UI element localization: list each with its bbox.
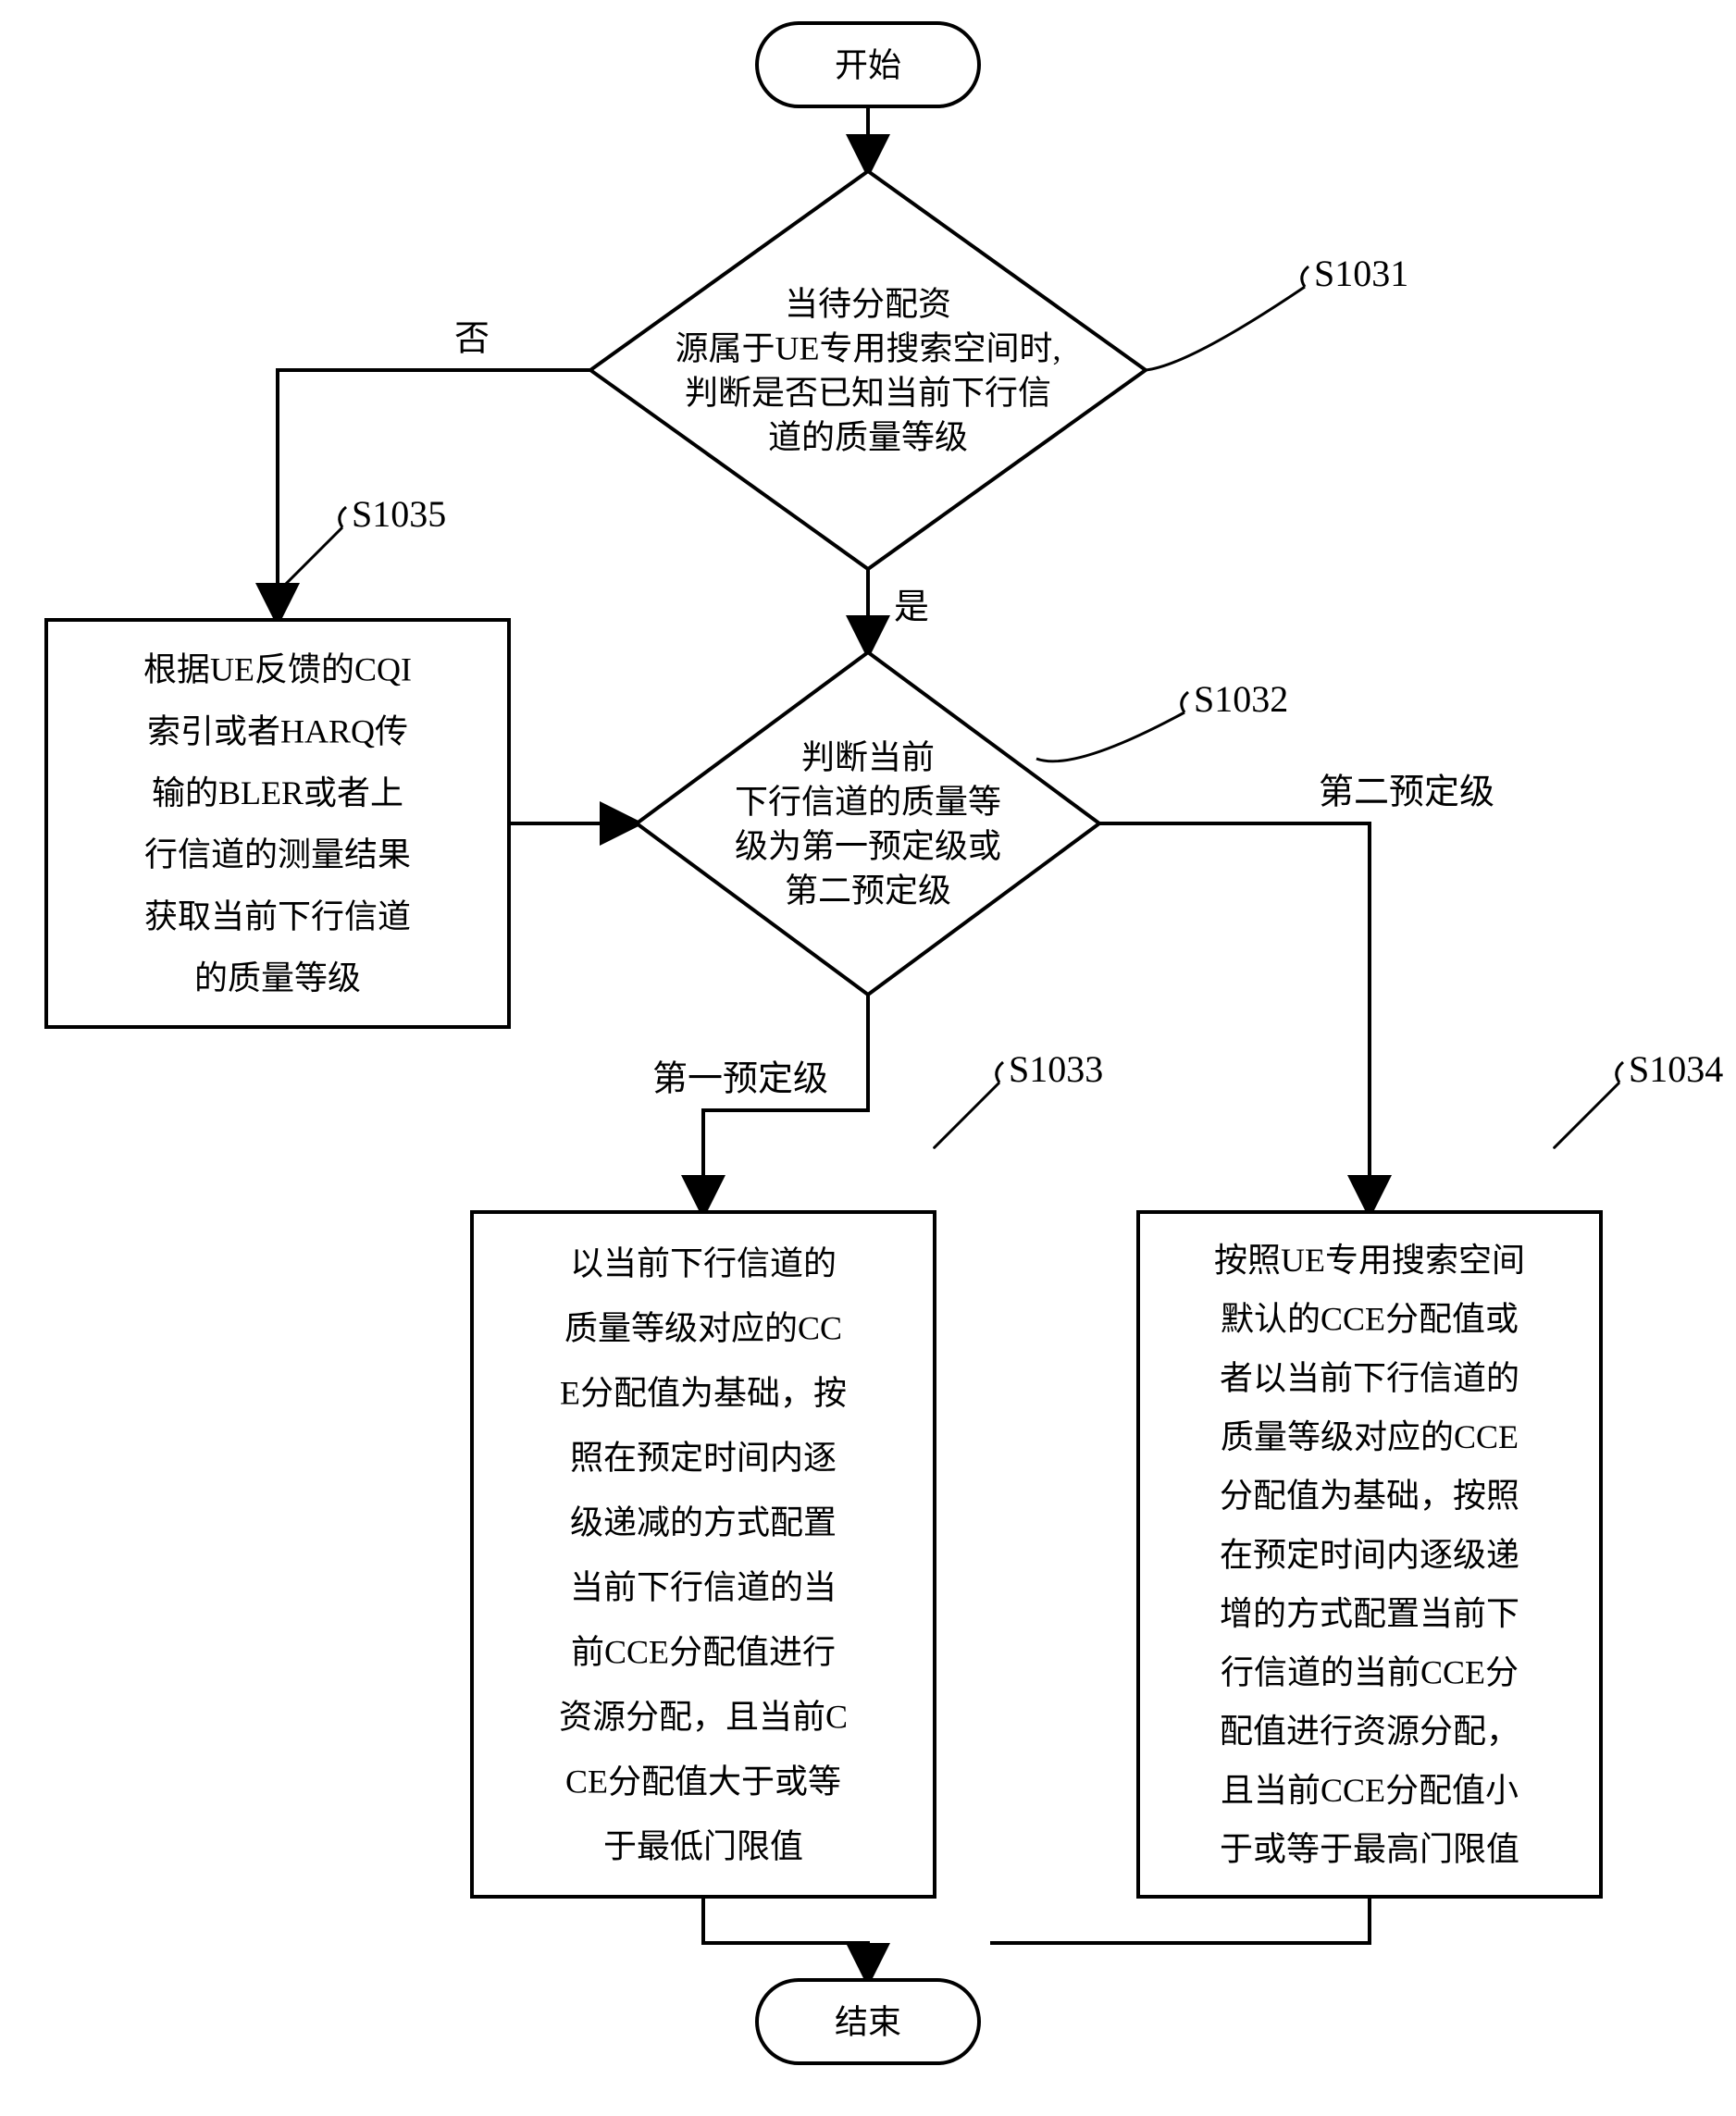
p1033-line-6: 前CCE分配值进行 xyxy=(571,1633,836,1670)
p1033-line-7: 资源分配，且当前C xyxy=(559,1698,848,1735)
step-label-S1034: S1034 xyxy=(1629,1048,1723,1090)
step-label-S1031: S1031 xyxy=(1314,253,1408,294)
edge-label-2: 否 xyxy=(454,320,490,359)
edge-label-4: 第一预定级 xyxy=(652,1060,828,1099)
end-text: 结束 xyxy=(835,2003,901,2040)
d1-line-2: 判断是否已知当前下行信 xyxy=(685,374,1051,411)
edge-label-1: 是 xyxy=(894,588,929,627)
p1034-line-5: 在预定时间内逐级递 xyxy=(1220,1536,1519,1573)
leader-hook-S1032 xyxy=(1182,692,1188,712)
d1-line-3: 道的质量等级 xyxy=(768,418,968,455)
leader-hook-S1031 xyxy=(1302,266,1308,287)
p1035-line-2: 输的BLER或者上 xyxy=(152,774,403,811)
p1034-line-0: 按照UE专用搜索空间 xyxy=(1214,1242,1525,1279)
p1034-line-7: 行信道的当前CCE分 xyxy=(1221,1654,1519,1691)
p1034-line-6: 增的方式配置当前下 xyxy=(1220,1595,1519,1632)
p1034-line-2: 者以当前下行信道的 xyxy=(1220,1359,1519,1396)
p1035-line-0: 根据UE反馈的CQI xyxy=(143,651,412,688)
step-label-S1032: S1032 xyxy=(1194,678,1288,720)
p1033-line-1: 质量等级对应的CC xyxy=(564,1309,842,1346)
p1034-line-10: 于或等于最高门限值 xyxy=(1220,1830,1519,1867)
p1035-line-4: 获取当前下行信道 xyxy=(144,897,411,934)
d2-line-2: 级为第一预定级或 xyxy=(735,827,1001,864)
p1034-line-1: 默认的CCE分配值或 xyxy=(1221,1301,1519,1338)
leader-hook-S1034 xyxy=(1617,1062,1623,1083)
d2-line-0: 判断当前 xyxy=(801,738,935,775)
p1033-line-0: 以当前下行信道的 xyxy=(570,1244,837,1281)
p1033-line-4: 级递减的方式配置 xyxy=(570,1503,837,1541)
p1034-line-8: 配值进行资源分配， xyxy=(1220,1713,1519,1750)
leader-S1035 xyxy=(278,527,342,592)
leader-S1033 xyxy=(935,1083,999,1147)
d2-node xyxy=(637,652,1099,995)
step-label-S1033: S1033 xyxy=(1009,1048,1103,1090)
d1-line-1: 源属于UE专用搜索空间时, xyxy=(676,329,1061,366)
p1035-line-5: 的质量等级 xyxy=(194,959,361,996)
step-label-S1035: S1035 xyxy=(352,493,446,535)
p1035-line-1: 索引或者HARQ传 xyxy=(147,712,408,749)
edge-7 xyxy=(990,1897,1370,1943)
p1035-line-3: 行信道的测量结果 xyxy=(144,836,411,873)
p1034-line-4: 分配值为基础，按照 xyxy=(1220,1478,1519,1515)
p1033-line-5: 当前下行信道的当 xyxy=(570,1568,837,1605)
p1034-line-9: 且当前CCE分配值小 xyxy=(1221,1772,1519,1809)
edge-6 xyxy=(703,1897,868,1980)
p1034-line-3: 质量等级对应的CCE xyxy=(1221,1418,1519,1455)
p1033-line-2: E分配值为基础，按 xyxy=(560,1374,847,1411)
p1033-line-8: CE分配值大于或等 xyxy=(565,1763,841,1800)
leader-S1031 xyxy=(1146,287,1305,370)
d2-line-1: 下行信道的质量等 xyxy=(735,783,1001,820)
d1-line-0: 当待分配资 xyxy=(785,285,951,322)
leader-hook-S1033 xyxy=(997,1062,1003,1083)
flowchart-canvas: 是 否第一预定级 第二预定级 开始当待分配资源属于UE专用搜索空间时, 判断是否已知当… xyxy=(0,0,1736,2116)
edge-label-5: 第二预定级 xyxy=(1319,773,1494,812)
d1-node xyxy=(590,171,1146,569)
leader-hook-S1035 xyxy=(340,507,346,527)
p1033-line-3: 照在预定时间内逐 xyxy=(570,1439,837,1476)
d2-line-3: 第二预定级 xyxy=(785,872,951,909)
start-text: 开始 xyxy=(835,46,901,83)
edge-5 xyxy=(1099,823,1370,1212)
p1033-line-9: 于最低门限值 xyxy=(603,1827,803,1864)
edge-4 xyxy=(703,995,868,1212)
leader-S1034 xyxy=(1555,1083,1619,1147)
leader-S1032 xyxy=(1036,712,1184,761)
